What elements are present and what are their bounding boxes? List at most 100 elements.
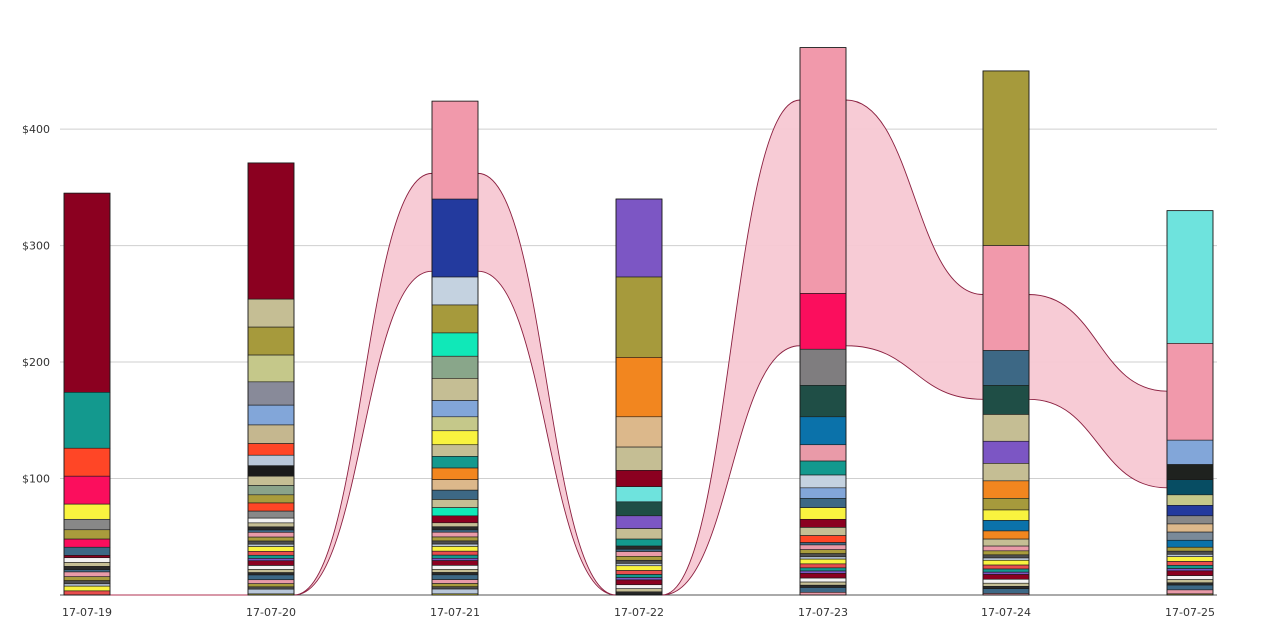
bar-segment-small xyxy=(247,546,295,552)
bar-segment-small xyxy=(431,583,479,588)
bar-segment xyxy=(982,414,1030,442)
y-axis-tick-labels: $100 $200 $300 $400 xyxy=(22,123,50,485)
bar-segment xyxy=(63,392,111,449)
bar-segment-small xyxy=(247,536,295,542)
bar-segment xyxy=(431,489,479,500)
y-tick-label: $400 xyxy=(22,123,50,136)
highlight-ribbons xyxy=(110,99,1168,596)
bar-segment-small xyxy=(1166,584,1214,591)
bar-outline xyxy=(1166,210,1214,596)
bar-segment-small xyxy=(799,563,847,569)
bar-segment xyxy=(1166,515,1214,525)
bar-segment xyxy=(615,528,663,540)
bar-segment xyxy=(799,518,847,528)
bar-segment-small xyxy=(982,571,1030,575)
bar-segment-small xyxy=(431,536,479,542)
bar-outline xyxy=(63,192,111,596)
bar-segment-small xyxy=(799,587,847,593)
bar-outline xyxy=(615,198,663,596)
bar-segment xyxy=(982,463,1030,482)
bar-segment-small xyxy=(1166,565,1214,569)
bar-segment-small xyxy=(982,588,1030,594)
bar-segment-small xyxy=(799,558,847,565)
bar-segment xyxy=(431,332,479,357)
highlight-segment xyxy=(431,100,479,200)
bar-segment xyxy=(247,494,295,504)
highlight-segment xyxy=(799,47,847,294)
bar-segment-small xyxy=(799,573,847,579)
bar-segment xyxy=(431,456,479,469)
x-tick-label: 17-07-21 xyxy=(430,606,480,619)
bar-segment xyxy=(799,535,847,543)
bar-segment-small xyxy=(615,584,663,590)
bar-segment-small xyxy=(799,542,847,546)
bar-segment xyxy=(799,444,847,462)
bar-segment xyxy=(615,486,663,503)
bar-outline xyxy=(799,47,847,596)
bar-segment-small xyxy=(247,554,295,559)
bar-segment xyxy=(431,355,479,379)
bar-segment-small xyxy=(247,532,295,538)
x-tick-label: 17-07-22 xyxy=(614,606,664,619)
highlight-ribbon xyxy=(1028,294,1168,489)
bar-segment xyxy=(1166,439,1214,465)
bar-segment-small xyxy=(615,591,663,595)
bar-segment xyxy=(799,507,847,520)
bar-segment xyxy=(247,381,295,406)
bar-segment-small xyxy=(431,546,479,552)
bar-segment-small xyxy=(63,580,111,585)
highlight-ribbon xyxy=(845,99,984,400)
bar-segment-small xyxy=(799,577,847,583)
bar-segment-small xyxy=(431,558,479,561)
bar-outline xyxy=(247,162,295,596)
bar-segment-small xyxy=(63,566,111,570)
bar-outlines xyxy=(63,47,1214,596)
bar-segment-small xyxy=(982,550,1030,556)
bar-segment-small xyxy=(1166,570,1214,576)
bar-segment xyxy=(799,474,847,489)
bar-segment-small xyxy=(982,582,1030,587)
bar-segment xyxy=(247,326,295,356)
bar-segment-small xyxy=(431,572,479,576)
bar-segment-small xyxy=(247,572,295,576)
bar-segment xyxy=(247,454,295,467)
bar-segment xyxy=(982,530,1030,540)
bar-segment-small xyxy=(615,570,663,575)
highlight-ribbon xyxy=(477,172,617,596)
bar-segment xyxy=(799,385,847,418)
bar-segment xyxy=(63,503,111,520)
bar-segment-small xyxy=(1166,568,1214,572)
bar-segment-small xyxy=(247,551,295,556)
bar-segment xyxy=(247,502,295,512)
bar-segment xyxy=(799,416,847,446)
bar-segment-small xyxy=(431,522,479,528)
bar-segment-small xyxy=(799,553,847,558)
bar-segment xyxy=(247,404,295,426)
bar-segment xyxy=(615,538,663,547)
bar-segment-small xyxy=(982,557,1030,561)
bar-segment-small xyxy=(431,529,479,533)
bar-segment-small xyxy=(247,569,295,573)
bar-segment-small xyxy=(615,548,663,552)
bar-segment-small xyxy=(799,556,847,560)
bar-segment-small xyxy=(63,585,111,592)
highlight-segment xyxy=(982,245,1030,351)
bar-segment xyxy=(431,304,479,334)
bar-segment xyxy=(1166,464,1214,480)
bar-segment xyxy=(431,400,479,418)
bar-segment xyxy=(1166,505,1214,517)
bar-segment-small xyxy=(63,571,111,578)
bar-segment xyxy=(982,509,1030,521)
bar-segment xyxy=(982,520,1030,532)
bar-segment-small xyxy=(982,568,1030,573)
bar-segment-small xyxy=(615,574,663,578)
bar-segment-small xyxy=(431,569,479,573)
bar-segment xyxy=(247,485,295,496)
bar-segment xyxy=(799,487,847,499)
bar-segment-small xyxy=(247,583,295,588)
bar-segment xyxy=(431,276,479,306)
bar-segment xyxy=(1166,494,1214,506)
bar-segment-small xyxy=(1166,575,1214,580)
y-tick-label: $300 xyxy=(22,240,50,253)
bar-segment xyxy=(1166,210,1214,344)
